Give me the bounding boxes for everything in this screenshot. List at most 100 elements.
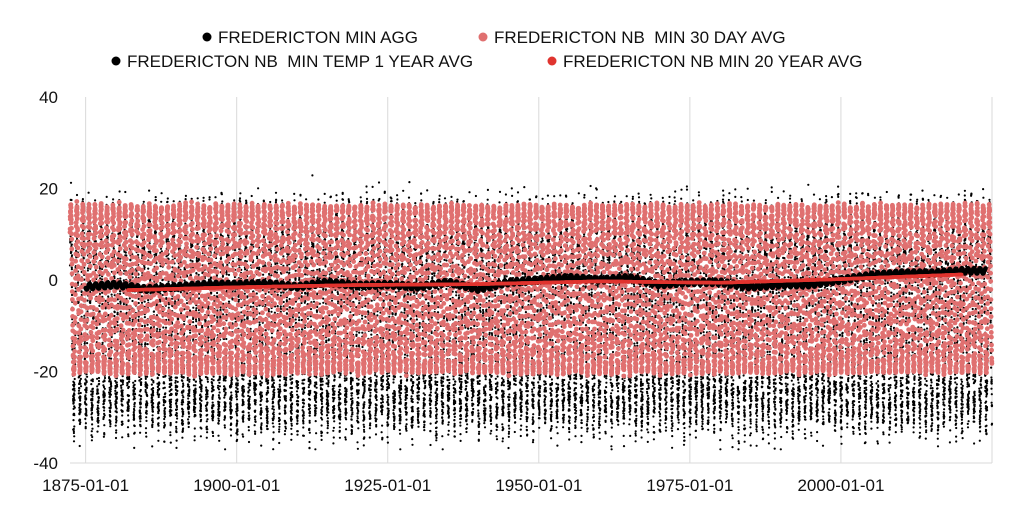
min-agg-point <box>200 384 203 388</box>
min-agg-point <box>144 343 147 346</box>
min-agg-point <box>70 268 73 271</box>
min-agg-point <box>258 323 261 326</box>
min-agg-point <box>242 414 245 417</box>
min-agg-point <box>109 410 112 414</box>
min-agg-point <box>73 393 76 396</box>
legend-label-30-day-avg: FREDERICTON NB MIN 30 DAY AVG <box>494 28 786 47</box>
min-agg-point <box>151 425 154 429</box>
min-agg-point <box>206 401 209 404</box>
min-agg-point <box>78 387 81 390</box>
min-agg-point <box>72 440 76 443</box>
min-agg-point <box>109 420 112 423</box>
min-agg-point <box>208 198 211 201</box>
min-agg-point <box>110 384 113 388</box>
min-agg-point <box>266 400 269 403</box>
min-agg-point <box>267 379 270 382</box>
min-agg-point <box>84 425 87 429</box>
min-agg-point <box>236 407 239 410</box>
min-agg-point <box>109 406 112 409</box>
min-agg-point <box>84 422 87 425</box>
min-agg-point <box>145 419 148 422</box>
min-agg-point <box>145 435 148 438</box>
min-agg-point <box>170 384 173 387</box>
min-agg-point <box>247 429 250 432</box>
min-agg-point <box>187 412 190 415</box>
min-agg-point <box>211 394 215 397</box>
min-agg-point <box>229 402 232 405</box>
min-agg-point <box>199 407 202 410</box>
plot-area <box>67 174 995 451</box>
min-agg-point <box>236 390 239 393</box>
min-agg-point <box>131 299 134 303</box>
min-agg-point <box>181 415 184 418</box>
min-agg-point <box>156 391 159 394</box>
min-agg-point <box>90 430 93 433</box>
legend-entry-20-year-avg: FREDERICTON NB MIN 20 YEAR AVG <box>547 52 862 71</box>
min-agg-point <box>208 196 211 199</box>
min-agg-point <box>103 380 106 383</box>
min-agg-point <box>175 408 179 411</box>
min-agg-point <box>202 199 205 202</box>
min-agg-point <box>248 403 251 406</box>
min-agg-point <box>233 199 236 202</box>
min-agg-point <box>84 382 87 385</box>
min-agg-point <box>193 439 196 442</box>
min-agg-point <box>193 378 196 381</box>
min-agg-point <box>84 417 87 420</box>
min-agg-point <box>267 387 270 390</box>
min-agg-point <box>140 395 143 398</box>
min-agg-point <box>164 395 167 398</box>
min-agg-point <box>109 390 112 393</box>
min-agg-point <box>158 387 161 390</box>
min-agg-point <box>259 384 262 387</box>
min-agg-point <box>139 417 142 420</box>
min-agg-point <box>217 434 220 437</box>
min-agg-point <box>74 249 78 253</box>
min-agg-point <box>109 415 112 418</box>
min-agg-point <box>224 408 227 411</box>
min-agg-point <box>86 342 89 345</box>
min-agg-point <box>140 301 144 304</box>
min-agg-point <box>264 292 267 295</box>
min-agg-point <box>133 409 136 412</box>
min-agg-point <box>119 301 122 304</box>
min-agg-point <box>200 395 203 398</box>
min-agg-point <box>200 427 203 430</box>
min-agg-point <box>121 383 124 386</box>
min-agg-point <box>169 431 172 434</box>
min-agg-point <box>260 444 263 447</box>
min-agg-point <box>144 377 147 380</box>
min-agg-point <box>128 376 131 380</box>
min-agg-point <box>194 414 197 417</box>
min-agg-point <box>254 415 257 418</box>
min-agg-point <box>96 404 99 407</box>
min-agg-point <box>119 290 122 293</box>
min-agg-point <box>230 394 233 397</box>
min-agg-point <box>157 405 160 408</box>
min-agg-point <box>157 416 160 419</box>
min-agg-point <box>242 395 245 398</box>
min-agg-point <box>197 258 200 261</box>
min-agg-point <box>209 276 213 279</box>
min-agg-point <box>230 391 233 394</box>
min-agg-point <box>264 329 267 332</box>
min-agg-point <box>97 379 101 383</box>
min-agg-point <box>98 382 101 385</box>
min-agg-point <box>157 412 160 415</box>
min-agg-point <box>218 401 221 404</box>
min-agg-point <box>77 301 80 304</box>
min-agg-point <box>108 395 111 398</box>
min-agg-point <box>97 419 100 422</box>
min-agg-point <box>249 384 252 387</box>
min-agg-point <box>260 391 263 394</box>
min-agg-point <box>254 377 258 380</box>
min-agg-point <box>200 390 203 393</box>
min-agg-point <box>195 320 198 323</box>
min-agg-point <box>192 306 195 309</box>
min-agg-point <box>163 423 166 427</box>
min-agg-point <box>176 417 179 420</box>
min-agg-point <box>230 382 233 386</box>
min-agg-point <box>206 431 209 434</box>
min-agg-point <box>78 406 81 409</box>
